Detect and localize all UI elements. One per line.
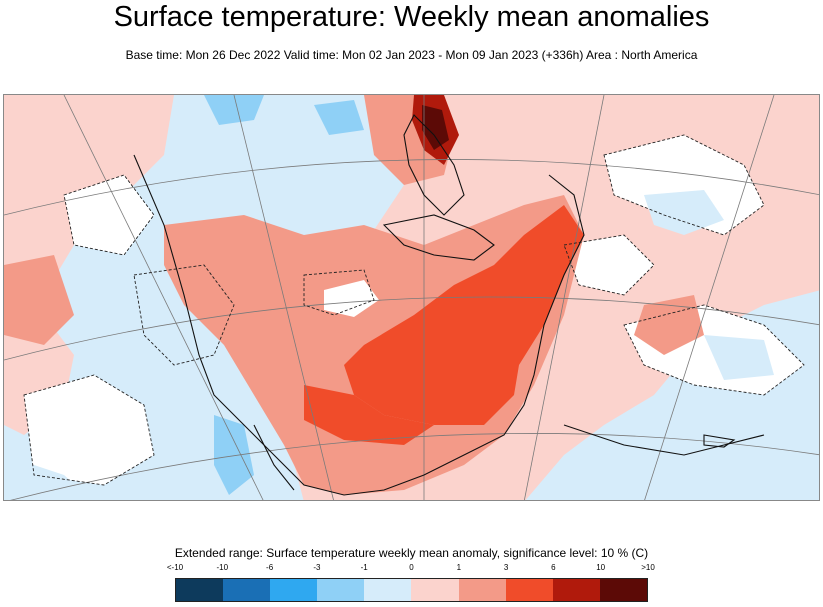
legend-tick-label: -1 [360,563,368,572]
legend-swatch-3 [317,579,365,601]
anomaly-region-light-blue-3 [704,385,819,500]
anomaly-region-light-blue-1 [644,190,724,235]
legend-swatch-8 [552,579,600,601]
legend-swatch-2 [270,579,318,601]
anomaly-region-white-4 [64,175,154,255]
anomaly-region-white-2 [564,235,654,295]
anomaly-region-salmon-pacific [4,255,74,345]
graticule [4,95,819,500]
anomaly-region-red-east [344,205,584,425]
anomaly-region-blue-1 [204,95,264,125]
coastlines [133,114,765,496]
legend-tick-label: >10 [641,563,655,572]
legend-swatch-1 [223,579,271,601]
legend-tick-label: <-10 [166,563,184,572]
legend-swatch-0 [176,579,224,601]
legend-tick-label: 0 [409,563,414,572]
anomaly-region-white-plains [324,280,379,317]
legend-tick-label: -10 [216,563,229,572]
chart-title: Surface temperature: Weekly mean anomali… [113,1,710,33]
map-canvas [4,95,819,500]
anomaly-region-white-1 [604,135,764,235]
legend-swatch-7 [505,579,553,601]
legend-tick-label: 6 [551,563,556,572]
anomaly-region-darkred-core [422,105,449,150]
legend-title: Extended range: Surface temperature week… [174,546,649,560]
legend-swatch-5 [411,579,459,601]
legend-ticks: <-10 -10 -6 -3 -1 0 1 3 6 10 >10 [167,563,655,575]
legend-swatch-4 [364,579,412,601]
anomaly-region-light-blue-2 [704,335,774,380]
legend-tick-label: -3 [313,563,321,572]
significance-contours [23,134,805,486]
anomaly-region-blue-3 [214,415,254,495]
legend-tick-label: 10 [596,563,606,572]
anomaly-map[interactable] [3,94,820,501]
legend-tick-label: 1 [456,563,462,572]
anomaly-region-salmon-atlantic [634,295,704,355]
legend-swatch-9 [599,579,647,601]
legend-colorbar [175,578,648,602]
anomaly-region-red-south [304,385,434,445]
anomaly-region-blue-2 [314,100,364,135]
legend-tick-label: -6 [266,563,274,572]
anomaly-region-white-5 [24,375,154,485]
anomaly-region-light-blue-4 [4,455,92,500]
chart-subtitle: Base time: Mon 26 Dec 2022 Valid time: M… [125,48,698,62]
legend-tick-label: 3 [503,563,509,572]
legend-swatch-6 [458,579,506,601]
